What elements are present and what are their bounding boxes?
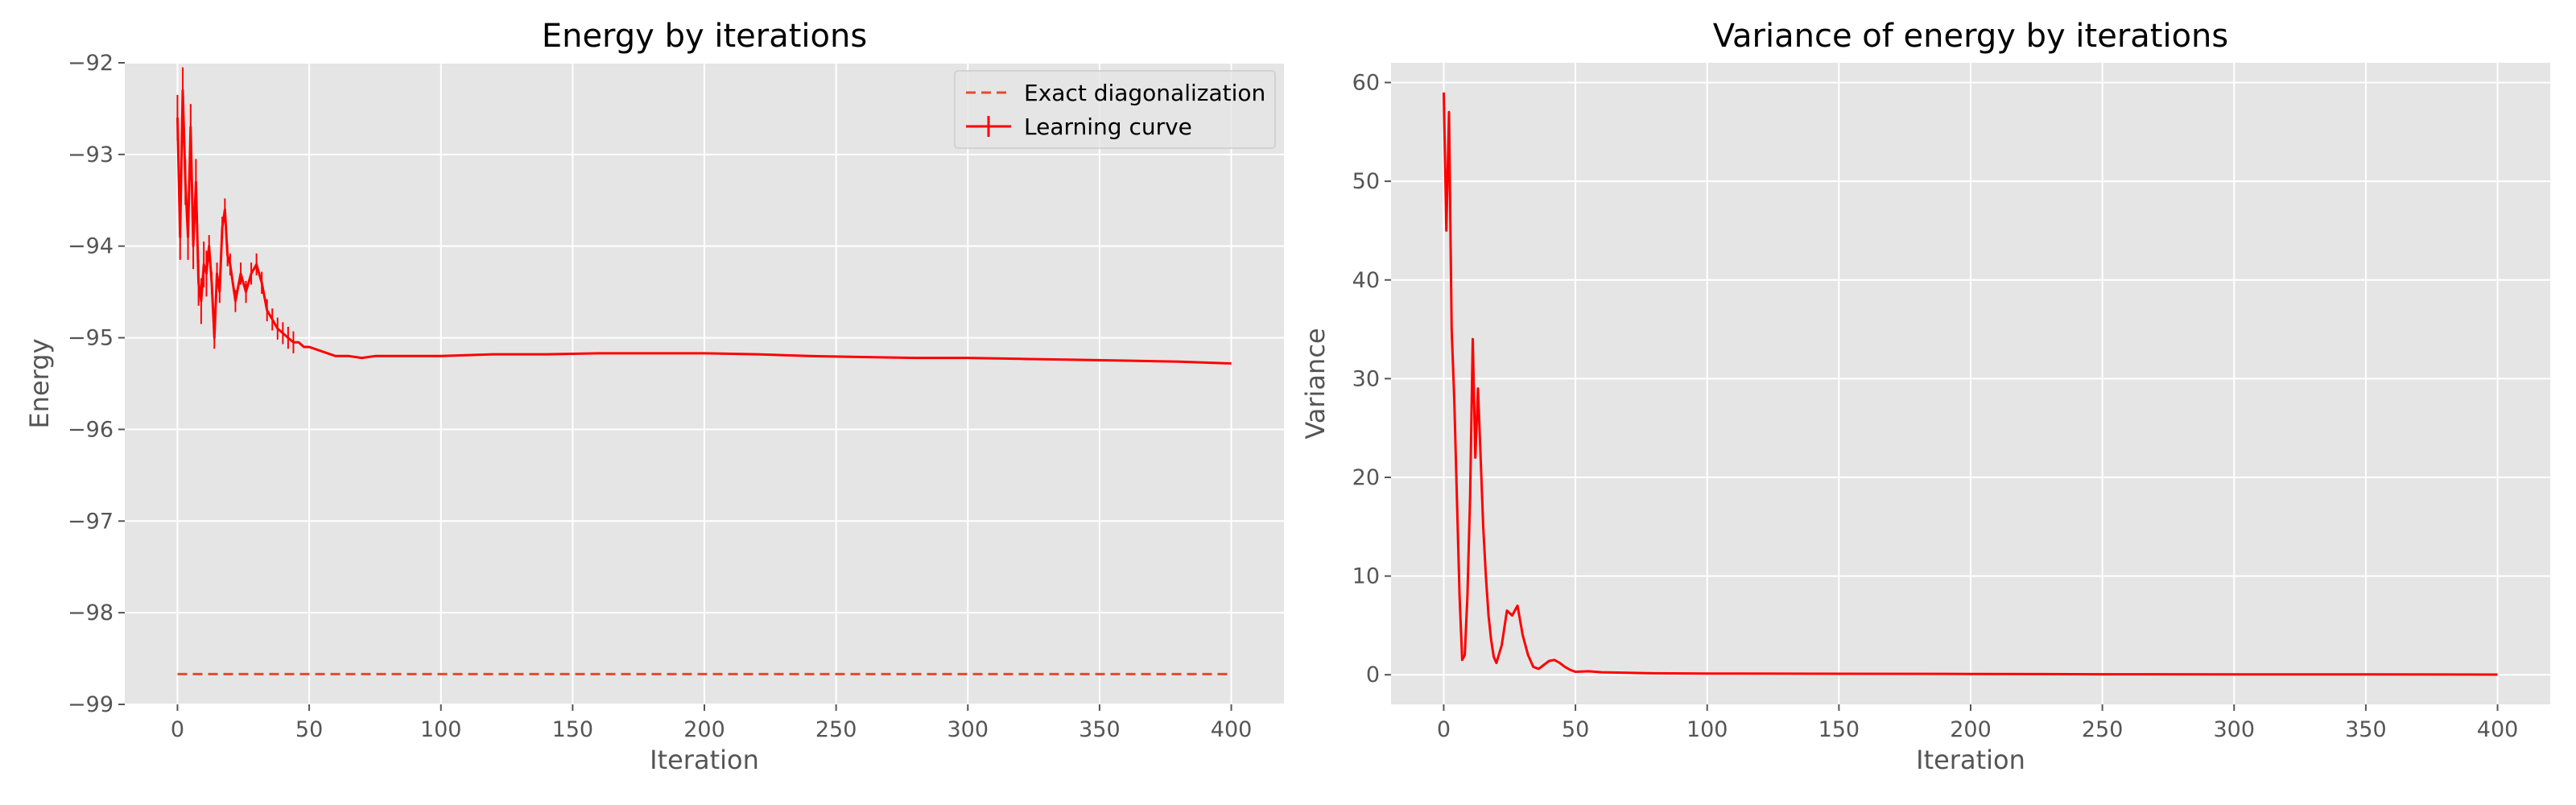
- y-tick-label: 20: [1352, 465, 1380, 490]
- y-tick-label: −92: [68, 51, 114, 76]
- y-tick-label: −99: [68, 692, 114, 717]
- energy-gridlines: [125, 62, 1284, 705]
- y-tick-label: 10: [1352, 564, 1380, 589]
- x-tick-label: 0: [171, 717, 184, 742]
- energy-chart-title: Energy by iterations: [542, 18, 867, 55]
- x-tick-label: 100: [420, 717, 462, 742]
- x-tick-label: 0: [1437, 717, 1451, 742]
- y-tick-label: −97: [68, 509, 114, 534]
- legend-box: [954, 70, 1276, 149]
- energy-x-axis-label: Iteration: [650, 745, 759, 775]
- variance-chart-title: Variance of energy by iterations: [1713, 18, 2228, 55]
- x-tick-label: 250: [2082, 717, 2124, 742]
- x-tick-label: 100: [1686, 717, 1728, 742]
- legend-label-learning-curve: Learning curve: [1024, 114, 1192, 140]
- x-tick-label: 150: [552, 717, 594, 742]
- y-tick-label: 40: [1352, 268, 1380, 293]
- series-line-variance: [1443, 92, 2498, 676]
- energy-legend: Exact diagonalization Learning curve: [954, 70, 1276, 149]
- y-tick-label: −95: [68, 326, 114, 351]
- x-tick-label: 400: [1211, 717, 1253, 742]
- variance-tick-labels: 0 50 100 150 200 250 300 350 400 0 10 20 30 40 50 60: [1352, 71, 2519, 742]
- x-tick-label: 300: [947, 717, 989, 742]
- x-tick-label: 200: [683, 717, 725, 742]
- y-tick-label: 50: [1352, 169, 1380, 194]
- x-tick-label: 50: [295, 717, 323, 742]
- y-tick-label: −98: [68, 601, 114, 625]
- y-tick-label: 60: [1352, 71, 1380, 96]
- x-tick-label: 400: [2477, 717, 2519, 742]
- variance-series: [1443, 92, 2498, 676]
- x-tick-label: 200: [1950, 717, 1992, 742]
- x-tick-label: 250: [815, 717, 857, 742]
- energy-chart: 0 50 100 150 200 250 300 350 400 −99 −98 −97 −96 −95 −…: [24, 18, 1284, 775]
- x-tick-label: 350: [2345, 717, 2387, 742]
- legend-label-exact-diagonalization: Exact diagonalization: [1024, 80, 1265, 106]
- y-tick-label: 30: [1352, 366, 1380, 391]
- y-tick-label: −93: [68, 142, 114, 167]
- variance-x-axis-label: Iteration: [1916, 745, 2025, 775]
- x-tick-label: 300: [2213, 717, 2255, 742]
- variance-y-axis-label: Variance: [1300, 328, 1331, 439]
- x-tick-label: 50: [1562, 717, 1589, 742]
- x-tick-label: 150: [1818, 717, 1860, 742]
- y-tick-label: 0: [1366, 663, 1380, 687]
- energy-y-axis-label: Energy: [24, 338, 55, 428]
- energy-tick-labels: 0 50 100 150 200 250 300 350 400 −99 −98 −97 −96 −95 −…: [68, 51, 1252, 742]
- x-tick-label: 350: [1079, 717, 1121, 742]
- y-tick-label: −96: [68, 417, 114, 442]
- variance-chart: 0 50 100 150 200 250 300 350 400 0 10 20 30 40 50 60 Va…: [1300, 18, 2550, 775]
- energy-series: [176, 67, 1232, 675]
- y-tick-label: −94: [68, 234, 114, 259]
